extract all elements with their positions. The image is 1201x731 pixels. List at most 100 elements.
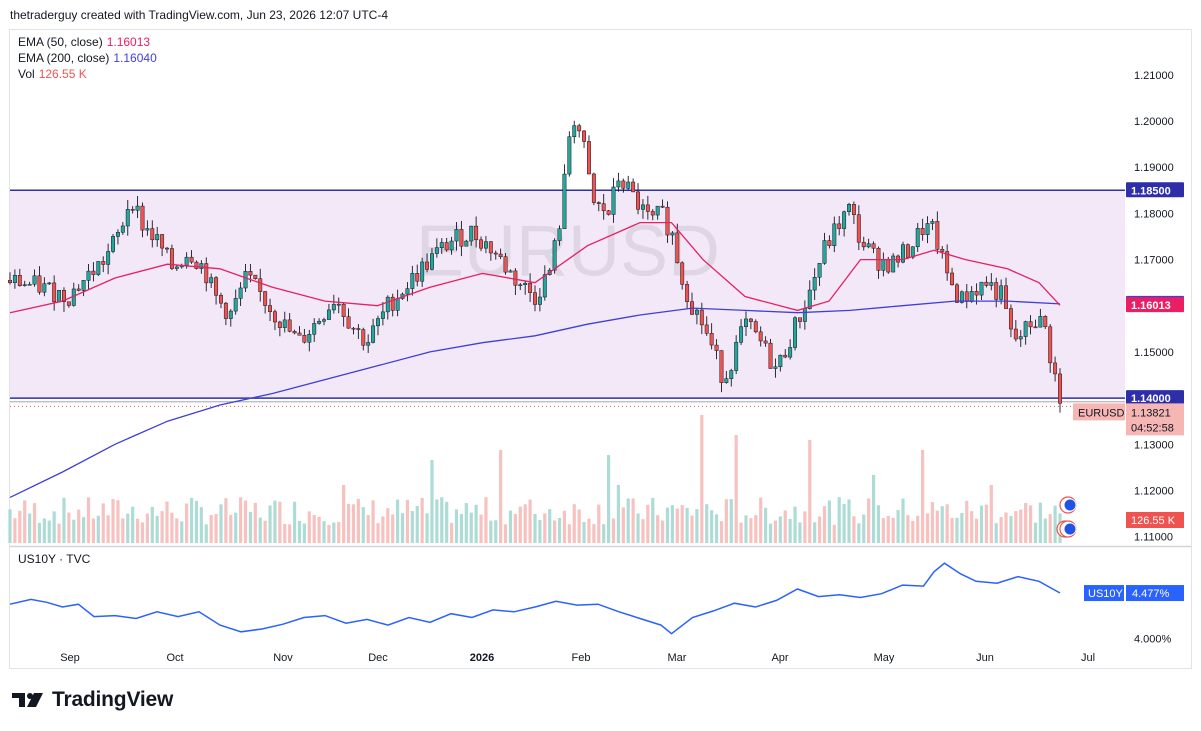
candle-body xyxy=(174,266,179,269)
candle-body xyxy=(469,225,474,242)
candle-body xyxy=(572,125,577,137)
volume-bar xyxy=(562,510,567,543)
volume-bar xyxy=(175,518,179,543)
ema50-legend[interactable]: EMA (50, close) 1.16013 xyxy=(18,34,150,50)
candle-body xyxy=(165,247,169,250)
volume-bar xyxy=(817,516,822,543)
volume-bar xyxy=(1048,514,1052,543)
volume-bar xyxy=(52,511,56,543)
candle-body xyxy=(135,205,140,211)
volume-bar xyxy=(1038,502,1042,543)
volume-bar xyxy=(950,517,954,543)
event-flag-icon-0 xyxy=(1063,498,1077,512)
volume-bar xyxy=(72,519,76,543)
volume-bar xyxy=(1019,509,1023,543)
candle-body xyxy=(959,291,964,303)
candle-body xyxy=(184,256,189,266)
volume-bar xyxy=(852,516,856,543)
candle-body xyxy=(96,261,101,275)
volume-bar xyxy=(302,523,306,543)
chart-frame[interactable] xyxy=(9,29,1192,669)
candle-body xyxy=(385,296,390,313)
volume-bar xyxy=(288,524,292,543)
candle-countdown-label: 04:52:58 xyxy=(1131,422,1174,434)
volume-bar xyxy=(695,509,699,543)
tradingview-logo[interactable]: TradingView xyxy=(12,688,173,712)
volume-bar xyxy=(930,502,935,543)
volume-bar xyxy=(253,502,257,543)
candle-body xyxy=(346,316,351,329)
time-axis-label-9: Jun xyxy=(976,652,994,664)
volume-bar xyxy=(116,500,120,543)
candle-body xyxy=(915,228,920,248)
volume-bar xyxy=(871,475,876,543)
candle-body xyxy=(91,270,96,275)
volume-bar xyxy=(557,517,562,543)
us10y-symbol-label: US10Y xyxy=(1088,588,1124,600)
candle-body xyxy=(371,325,376,343)
volume-bar xyxy=(906,515,910,543)
volume-bar xyxy=(705,504,709,543)
volume-bar xyxy=(528,499,532,543)
volume-bar xyxy=(621,507,625,543)
candle-body xyxy=(331,304,336,311)
time-axis-label-4: 2026 xyxy=(470,652,494,664)
volume-bar xyxy=(111,499,115,543)
volume-bar xyxy=(283,523,287,543)
candle-body xyxy=(636,191,640,210)
volume-bar xyxy=(788,518,792,543)
last-price-box xyxy=(1126,403,1184,436)
candle-body xyxy=(336,303,341,306)
volume-legend[interactable]: Vol 126.55 K xyxy=(18,66,87,82)
price-label-3: 1.14000 xyxy=(1131,393,1171,405)
candle-body xyxy=(1033,326,1038,329)
candle-body xyxy=(125,209,130,227)
ema200-legend-label: EMA (200, close) xyxy=(18,51,110,65)
candle-body xyxy=(120,225,125,233)
volume-bar xyxy=(994,523,998,543)
volume-bar xyxy=(32,503,37,543)
volume-bar xyxy=(219,504,223,543)
us10y-pane-legend[interactable]: US10Y · TVC xyxy=(18,551,90,567)
candle-body xyxy=(47,282,52,285)
volume-bar xyxy=(543,513,547,543)
volume-bar xyxy=(396,499,400,543)
volume-bar xyxy=(675,508,679,543)
candle-body xyxy=(326,309,331,320)
candle-body xyxy=(405,288,410,295)
candle-body xyxy=(518,284,523,287)
volume-bar xyxy=(106,515,110,543)
volume-bar xyxy=(754,515,758,543)
attribution-text: thetraderguy created with TradingView.co… xyxy=(10,8,388,22)
volume-bar xyxy=(901,498,905,543)
candle-body xyxy=(881,259,886,271)
volume-bar xyxy=(307,511,311,543)
candle-body xyxy=(493,252,498,255)
candle-body xyxy=(101,261,106,265)
time-axis-label-10: Jul xyxy=(1081,652,1095,664)
candle-body xyxy=(356,328,361,330)
ema200-legend[interactable]: EMA (200, close) 1.16040 xyxy=(18,50,157,66)
candle-body xyxy=(76,288,81,291)
candle-body xyxy=(533,292,537,305)
candle-body xyxy=(155,234,160,241)
volume-bar xyxy=(8,509,12,543)
candle-body xyxy=(199,263,204,269)
volume-bar xyxy=(597,504,601,543)
candle-body xyxy=(1028,321,1033,328)
candle-body xyxy=(410,273,415,289)
candle-body xyxy=(817,263,822,278)
candle-body xyxy=(748,318,753,322)
price-tick-label-5: 1.15000 xyxy=(1134,347,1174,359)
candle-body xyxy=(744,318,748,327)
time-axis-label-3: Dec xyxy=(368,652,388,664)
candle-body xyxy=(552,240,557,271)
volume-bar xyxy=(1028,505,1033,543)
candle-body xyxy=(660,205,665,208)
candle-body xyxy=(871,243,876,249)
volume-bar xyxy=(896,510,900,543)
volume-bar xyxy=(430,460,434,543)
volume-bar xyxy=(13,518,17,543)
candle-body xyxy=(974,291,979,296)
